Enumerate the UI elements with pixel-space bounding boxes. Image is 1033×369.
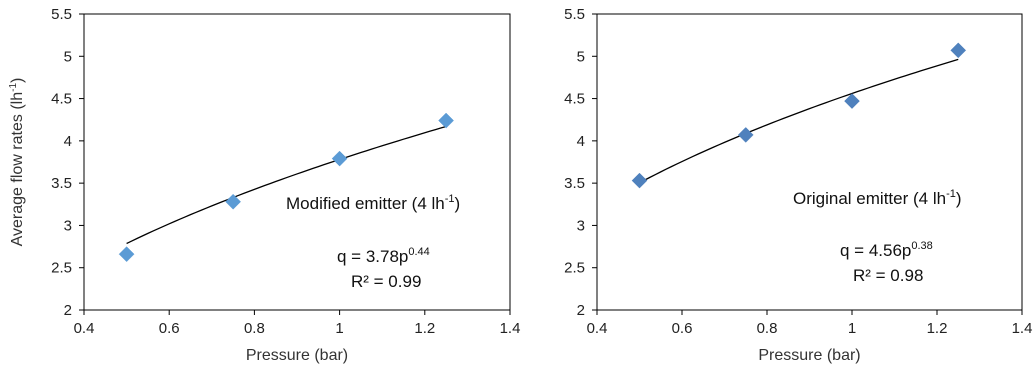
y-tick-label: 4 <box>577 133 585 150</box>
y-tick-label: 4 <box>64 133 72 150</box>
data-point <box>844 93 860 109</box>
chart-panel-1: 0.4 0.6 0.8 1 1.2 1.4 2 2.5 3 3.5 4 4.5 5 5.5 Pressure… <box>8 6 520 364</box>
x-axis-label: Pressure (bar) <box>246 347 348 364</box>
plot-area-frame <box>596 13 1023 311</box>
y-tick-label: 4.5 <box>564 91 585 108</box>
y-tick-label: 5.5 <box>564 6 585 23</box>
chart-panel-2: 0.4 0.6 0.8 1 1.2 1.4 2 2.5 3 3.5 4 4.5 5 5.5 Pressure… <box>564 6 1032 364</box>
x-tick-label: 0.4 <box>587 320 608 337</box>
x-axis-label: Pressure (bar) <box>758 347 860 364</box>
x-tick-label: 1.4 <box>1012 320 1033 337</box>
y-tick-label: 3 <box>64 217 72 234</box>
x-tick-label: 0.8 <box>757 320 778 337</box>
y-tick-label: 2 <box>577 302 585 319</box>
y-tick-label: 2.5 <box>564 260 585 277</box>
y-tick-label: 2.5 <box>51 260 72 277</box>
y-tick-label: 3.5 <box>564 175 585 192</box>
x-tick-label: 1.2 <box>414 320 435 337</box>
x-tick-label: 1 <box>848 320 856 337</box>
x-tick-label: 1.4 <box>500 320 521 337</box>
x-tick-label: 1 <box>335 320 343 337</box>
x-tick-label: 1.2 <box>927 320 948 337</box>
y-tick-label: 5.5 <box>51 6 72 23</box>
fit-equation: q = 3.78p0.44 <box>337 246 430 266</box>
x-tick-label: 0.8 <box>244 320 265 337</box>
y-tick-label: 3 <box>577 217 585 234</box>
data-point <box>331 150 348 167</box>
x-tick-label: 0.4 <box>74 320 95 337</box>
series-annotation: Modified emitter (4 lh-1) <box>286 193 460 213</box>
y-axis-label: Average flow rates (lh-1) <box>8 78 26 247</box>
r-squared: R² = 0.98 <box>853 266 923 285</box>
r-squared: R² = 0.99 <box>351 272 421 291</box>
fit-curve <box>639 58 959 184</box>
y-tick-label: 3.5 <box>51 175 72 192</box>
x-tick-label: 0.6 <box>672 320 693 337</box>
fit-curve <box>126 125 447 245</box>
y-tick-label: 2 <box>64 302 72 319</box>
data-point <box>225 193 241 210</box>
x-tick-label: 0.6 <box>159 320 180 337</box>
series-annotation: Original emitter (4 lh-1) <box>793 188 962 208</box>
data-point <box>737 127 754 143</box>
y-tick-label: 4.5 <box>51 91 72 108</box>
fit-equation: q = 4.56p0.38 <box>840 240 933 260</box>
data-point <box>950 42 967 59</box>
plot-area-frame <box>83 13 511 311</box>
y-tick-label: 5 <box>64 48 72 65</box>
y-tick-label: 5 <box>577 48 585 65</box>
data-point <box>438 112 454 129</box>
data-point <box>118 246 135 263</box>
data-point <box>631 172 648 189</box>
